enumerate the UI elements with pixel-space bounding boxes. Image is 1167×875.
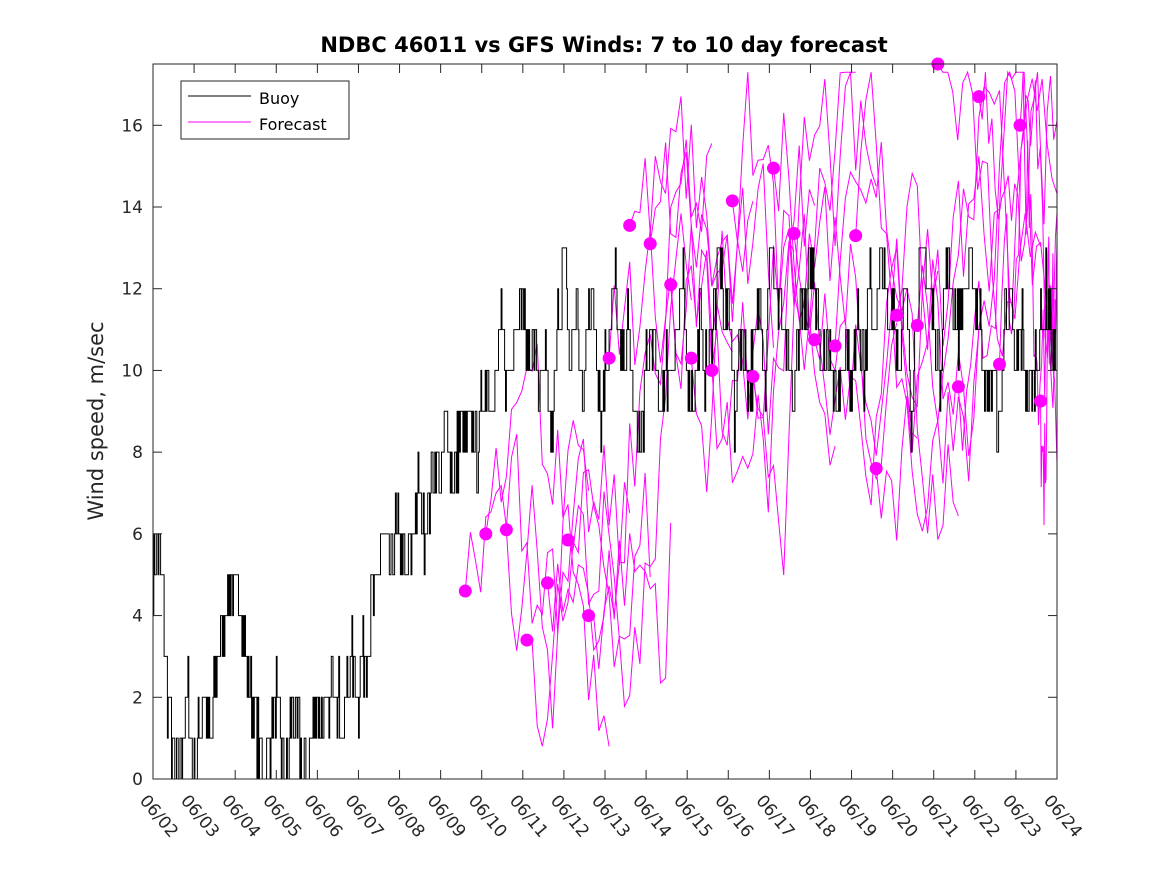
forecast-trace: [526, 469, 651, 747]
x-tick-label: 06/14: [628, 791, 675, 841]
y-tick-label: 4: [132, 607, 143, 627]
legend: Buoy Forecast: [180, 80, 350, 140]
x-tick-label: 06/06: [300, 791, 347, 841]
x-tick-label: 06/05: [258, 791, 305, 841]
forecast-marker: [808, 333, 822, 347]
x-tick-label: 06/08: [382, 791, 429, 841]
forecast-trace: [834, 142, 959, 540]
forecast-trace: [855, 72, 980, 532]
forecast-trace: [957, 70, 1058, 451]
forecast-trace: [978, 72, 1058, 262]
x-tick-label: 06/09: [423, 791, 470, 841]
forecast-trace: [752, 72, 877, 576]
forecast-trace: [567, 213, 692, 709]
forecast-marker: [684, 351, 698, 365]
forecast-marker: [479, 527, 493, 541]
x-tick-label: 06/03: [176, 791, 223, 841]
y-tick-label: 10: [121, 361, 143, 381]
forecast-marker: [910, 318, 924, 332]
forecast-marker: [1013, 118, 1027, 132]
forecast-marker: [643, 237, 657, 251]
y-tick-label: 6: [132, 525, 143, 545]
x-tick-label: 06/21: [916, 791, 963, 841]
forecast-marker: [725, 194, 739, 208]
x-tick-label: 06/23: [998, 791, 1045, 841]
forecast-trace: [629, 96, 754, 322]
forecast-marker: [540, 576, 554, 590]
y-axis-label: Wind speed, m/sec: [84, 321, 108, 520]
forecast-marker: [705, 363, 719, 377]
forecast-trace: [649, 142, 774, 348]
x-tick-label: 06/02: [135, 791, 182, 841]
forecast-marker: [623, 218, 637, 232]
forecast-trace: [464, 420, 590, 634]
y-tick-label: 8: [132, 443, 143, 463]
y-tick-label: 12: [121, 280, 143, 300]
x-tick-label: 06/20: [875, 791, 922, 841]
y-tick-label: 0: [132, 770, 143, 790]
forecast-trace: [875, 156, 1000, 541]
legend-buoy-label: Buoy: [259, 89, 299, 108]
forecast-trace: [505, 438, 631, 729]
plot-background: [153, 64, 1057, 779]
forecast-marker: [458, 584, 472, 598]
forecast-marker: [951, 380, 965, 394]
forecast-marker: [828, 339, 842, 353]
forecast-trace: [547, 522, 672, 685]
forecast-lines: [464, 63, 1058, 747]
x-tick-label: 06/11: [505, 791, 552, 841]
x-tick-label: 06/22: [957, 791, 1004, 841]
forecast-trace: [916, 85, 1042, 422]
y-tick-label: 2: [132, 688, 143, 708]
forecast-marker: [849, 229, 863, 243]
legend-box: [180, 80, 350, 140]
forecast-marker: [992, 357, 1006, 371]
x-tick-label: 06/12: [546, 791, 593, 841]
forecast-marker: [602, 351, 616, 365]
x-tick-label: 06/13: [587, 791, 634, 841]
forecast-marker: [664, 278, 678, 292]
buoy-line: [153, 247, 1058, 780]
forecast-marker: [766, 161, 780, 175]
forecast-trace: [937, 63, 1058, 357]
forecast-marker: [582, 609, 596, 623]
x-tick-label: 06/15: [669, 791, 716, 841]
forecast-marker: [499, 523, 513, 537]
y-tick-label: 14: [121, 198, 143, 218]
forecast-marker: [520, 633, 534, 647]
x-tick-label: 06/07: [341, 791, 388, 841]
forecast-trace: [588, 139, 713, 669]
forecast-marker: [972, 90, 986, 104]
buoy-series-line: [153, 247, 1058, 780]
y-tick-label: 16: [121, 116, 143, 136]
forecast-trace: [793, 233, 918, 506]
forecast-trace: [773, 112, 898, 481]
x-tick-label: 06/19: [834, 791, 881, 841]
forecast-markers: [458, 57, 1048, 647]
forecast-marker: [746, 370, 760, 384]
y-axis: 0 2 4 6 8 10 12 14 16: [121, 116, 1057, 790]
chart-title: NDBC 46011 vs GFS Winds: 7 to 10 day for…: [320, 33, 887, 57]
forecast-trace: [670, 224, 795, 513]
forecast-trace: [711, 209, 836, 466]
x-tick-label: 06/16: [710, 791, 757, 841]
x-tick-label: 06/17: [752, 791, 799, 841]
forecast-marker: [869, 461, 883, 475]
x-tick-label: 06/24: [1039, 791, 1086, 841]
forecast-trace: [485, 343, 610, 747]
forecast-marker: [561, 533, 575, 547]
forecast-marker: [787, 227, 801, 241]
x-tick-label: 06/18: [793, 791, 840, 841]
x-tick-label: 06/04: [217, 791, 264, 841]
forecast-marker: [890, 308, 904, 322]
legend-forecast-label: Forecast: [259, 115, 327, 134]
forecast-marker: [1034, 394, 1048, 408]
x-tick-label: 06/10: [464, 791, 511, 841]
